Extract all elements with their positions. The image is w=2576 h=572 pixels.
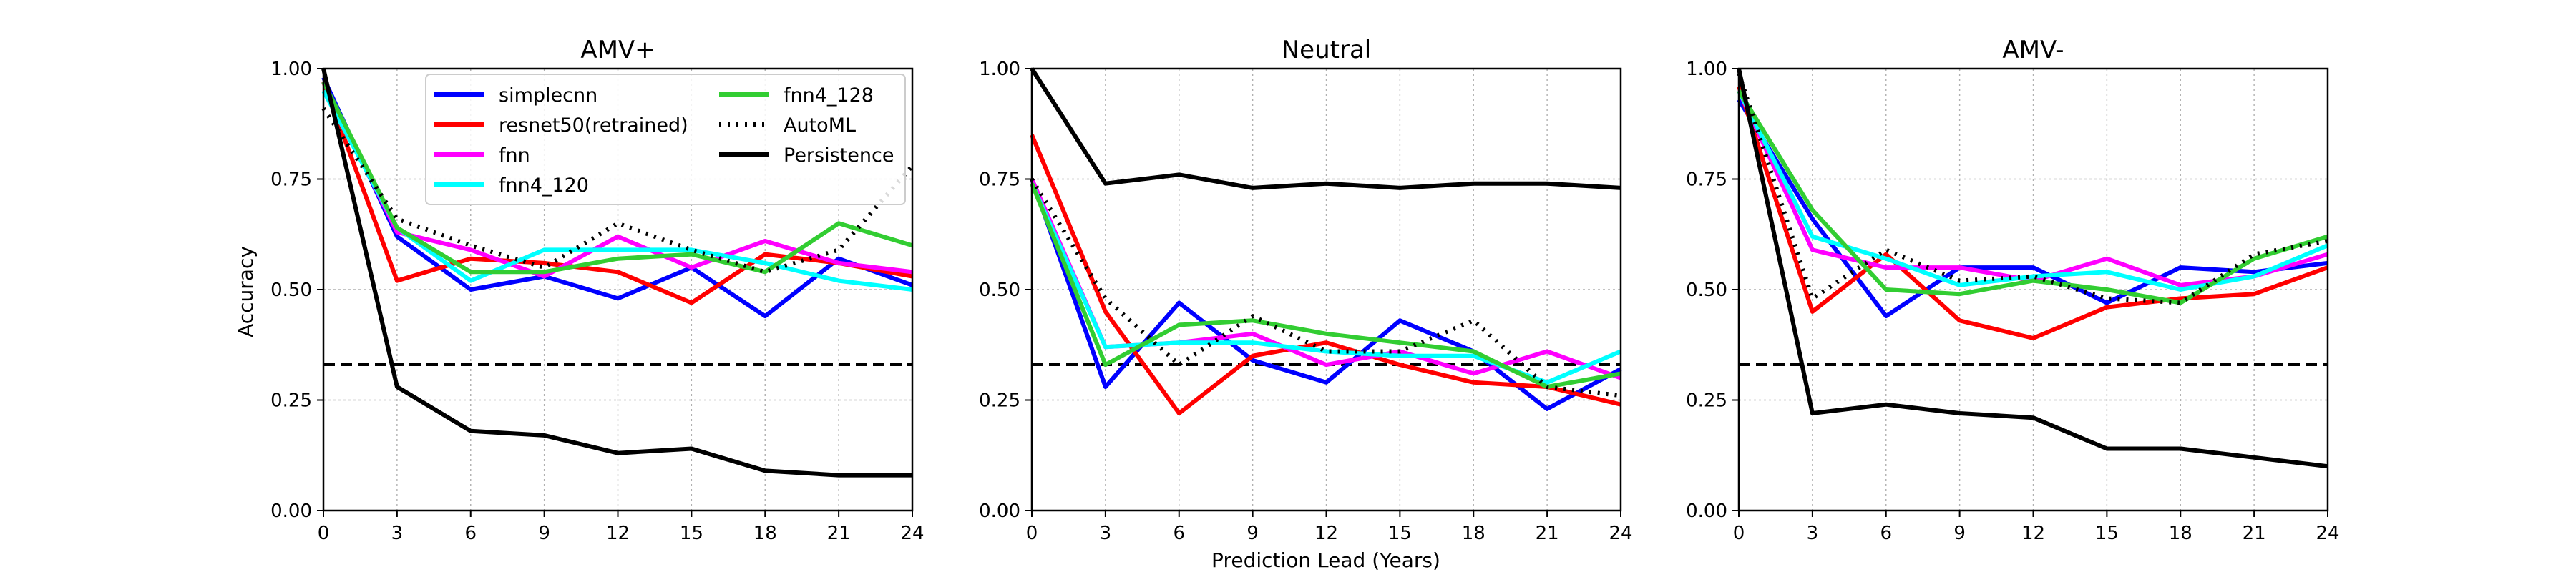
y-axis-label: Accuracy (234, 246, 258, 337)
panel-title: Neutral (1282, 36, 1372, 64)
legend-label-fnn4-120: fnn4_120 (499, 174, 589, 197)
x-tick-label: 0 (1733, 523, 1745, 544)
x-tick-label: 24 (900, 523, 924, 544)
x-tick-label: 15 (2095, 523, 2119, 544)
panel-neutral: 0 3 6 9 12 15 18 21 24 0.00 0.25 0.50 0.75 1.00 Neutra… (979, 36, 1632, 544)
y-tick-label: 0.75 (979, 169, 1020, 191)
x-tick-label: 6 (1173, 523, 1185, 544)
x-tick-label: 18 (1462, 523, 1485, 544)
series-line-fnn4-120 (1737, 89, 2329, 292)
panel-title: AMV- (2002, 36, 2064, 64)
series-line-fnn4-128 (1030, 182, 1621, 389)
series-line-fnn4-120 (321, 89, 913, 292)
legend-label-persistence: Persistence (784, 144, 894, 167)
legend-label-simplecnn: simplecnn (499, 84, 597, 107)
y-tick-label: 0.50 (979, 280, 1020, 301)
x-tick-label: 3 (1100, 523, 1112, 544)
y-tick-label: 0.25 (1686, 390, 1727, 412)
legend-box (425, 74, 906, 205)
y-tick-label: 0.00 (270, 500, 312, 522)
series-line-fnn (321, 81, 913, 279)
legend-label-resnet50-retrained: resnet50(retrained) (499, 114, 688, 137)
x-tick-label: 21 (1536, 523, 1559, 544)
legend-label-fnn: fnn (499, 144, 530, 167)
series-line-fnn4-128 (1737, 89, 2328, 305)
y-tick-label: 1.00 (270, 59, 312, 80)
legend: simplecnn resnet50(retrained) fnn fnn4_120 f… (425, 74, 906, 205)
x-tick-label: 18 (2169, 523, 2192, 544)
panels: 0 3 6 9 12 15 18 21 24 0.00 0.25 0.50 0.75 1.00 AMV+ 0 3… (270, 36, 2339, 544)
x-tick-label: 12 (2021, 523, 2045, 544)
x-tick-label: 21 (827, 523, 851, 544)
y-tick-label: 0.25 (270, 390, 312, 412)
series-line-resnet50-retrained (321, 81, 913, 305)
x-tick-label: 6 (464, 523, 477, 544)
y-tick-label: 0.50 (270, 280, 312, 301)
x-tick-label: 18 (753, 523, 777, 544)
series-line-fnn4-128 (321, 81, 913, 275)
series-line-persistence (1737, 68, 2328, 469)
x-tick-label: 9 (1953, 523, 1966, 544)
y-tick-label: 0.75 (1686, 169, 1727, 191)
y-tick-label: 1.00 (1686, 59, 1727, 80)
series-line-simplecnn (321, 77, 914, 319)
series-line-automl (1030, 177, 1621, 398)
panel-title: AMV+ (580, 36, 655, 64)
x-tick-label: 6 (1880, 523, 1892, 544)
x-tick-label: 24 (1609, 523, 1632, 544)
legend-label-fnn4-128: fnn4_128 (784, 84, 874, 107)
x-tick-label: 15 (680, 523, 703, 544)
y-tick-label: 0.50 (1686, 280, 1727, 301)
x-axis-label: Prediction Lead (Years) (1211, 548, 1440, 572)
panel-amv: 0 3 6 9 12 15 18 21 24 0.00 0.25 0.50 0.75 1.00 AMV+ (270, 36, 924, 544)
x-tick-label: 0 (318, 523, 330, 544)
y-tick-label: 0.75 (270, 169, 312, 191)
series-line-automl (1737, 72, 2328, 305)
y-tick-label: 1.00 (979, 59, 1020, 80)
series-line-simplecnn (1030, 178, 1622, 411)
x-tick-label: 9 (1246, 523, 1259, 544)
x-tick-label: 21 (2243, 523, 2266, 544)
x-tick-label: 12 (606, 523, 630, 544)
x-tick-label: 12 (1314, 523, 1338, 544)
series-line-resnet50-retrained (1737, 85, 2329, 340)
series-line-persistence (321, 68, 912, 478)
x-tick-label: 3 (1807, 523, 1819, 544)
series-line-persistence (1030, 67, 1621, 190)
y-tick-label: 0.00 (1686, 500, 1727, 522)
x-tick-label: 3 (391, 523, 404, 544)
x-tick-label: 9 (538, 523, 550, 544)
y-tick-label: 0.00 (979, 500, 1020, 522)
panel-amv: 0 3 6 9 12 15 18 21 24 0.00 0.25 0.50 0.75 1.00 AMV- (1686, 36, 2339, 544)
x-tick-label: 24 (2316, 523, 2339, 544)
x-tick-label: 0 (1026, 523, 1038, 544)
legend-label-automl: AutoML (784, 114, 856, 137)
x-tick-label: 15 (1388, 523, 1412, 544)
y-tick-label: 0.25 (979, 390, 1020, 412)
